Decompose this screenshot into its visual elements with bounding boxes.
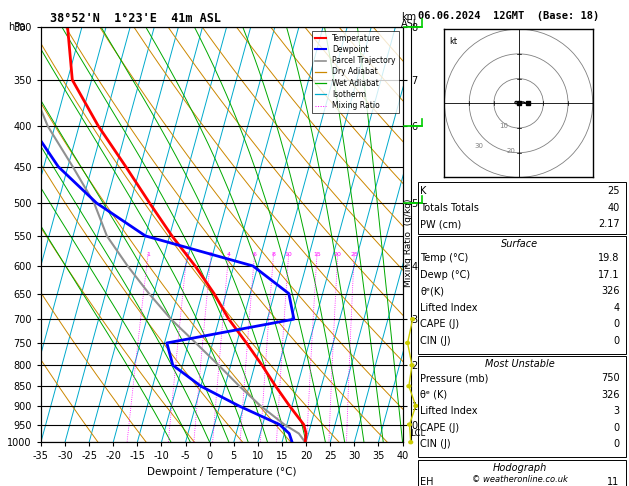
Text: 750: 750	[601, 373, 620, 383]
Text: 0: 0	[613, 319, 620, 329]
Text: © weatheronline.co.uk: © weatheronline.co.uk	[472, 474, 568, 484]
Text: Dewp (°C): Dewp (°C)	[420, 270, 470, 279]
Text: Hodograph: Hodograph	[493, 463, 547, 473]
Text: 2.17: 2.17	[598, 219, 620, 229]
Text: Lifted Index: Lifted Index	[420, 406, 477, 416]
Text: EH: EH	[420, 477, 433, 486]
Text: Lifted Index: Lifted Index	[420, 303, 477, 312]
Text: 20: 20	[334, 252, 342, 257]
Text: 2: 2	[185, 252, 189, 257]
Text: 3: 3	[209, 252, 213, 257]
Text: PW (cm): PW (cm)	[420, 219, 462, 229]
Text: θᵉ(K): θᵉ(K)	[420, 286, 444, 296]
Text: 38°52'N  1°23'E  41m ASL: 38°52'N 1°23'E 41m ASL	[50, 12, 221, 25]
Text: 19.8: 19.8	[598, 253, 620, 263]
Text: LCL: LCL	[410, 429, 425, 438]
Text: Pressure (mb): Pressure (mb)	[420, 373, 489, 383]
Text: ASL: ASL	[401, 19, 419, 30]
Text: CIN (J): CIN (J)	[420, 336, 451, 346]
Text: 8: 8	[272, 252, 276, 257]
Text: CIN (J): CIN (J)	[420, 439, 451, 449]
Text: 0: 0	[613, 439, 620, 449]
Text: km: km	[401, 12, 416, 22]
Text: Temp (°C): Temp (°C)	[420, 253, 469, 263]
Text: 20: 20	[506, 148, 515, 154]
Text: 10: 10	[285, 252, 292, 257]
Text: 6: 6	[253, 252, 257, 257]
Text: 1: 1	[146, 252, 150, 257]
Text: θᵉ (K): θᵉ (K)	[420, 390, 447, 399]
Text: 11: 11	[608, 477, 620, 486]
Text: Mixing Ratio  (g/kg): Mixing Ratio (g/kg)	[404, 199, 413, 287]
Text: 25: 25	[607, 186, 620, 196]
Text: 326: 326	[601, 390, 620, 399]
Text: 0: 0	[613, 423, 620, 433]
Text: 25: 25	[350, 252, 358, 257]
Text: Totals Totals: Totals Totals	[420, 203, 479, 213]
Text: kt: kt	[450, 36, 457, 46]
Text: 30: 30	[474, 143, 483, 149]
Text: 3: 3	[613, 406, 620, 416]
Text: 15: 15	[313, 252, 321, 257]
X-axis label: Dewpoint / Temperature (°C): Dewpoint / Temperature (°C)	[147, 467, 296, 477]
Text: 17.1: 17.1	[598, 270, 620, 279]
Text: Most Unstable: Most Unstable	[485, 359, 555, 369]
Text: 0: 0	[613, 336, 620, 346]
Text: CAPE (J): CAPE (J)	[420, 319, 459, 329]
Text: 10: 10	[499, 123, 508, 129]
Text: Surface: Surface	[501, 239, 538, 249]
Text: K: K	[420, 186, 426, 196]
Text: hPa: hPa	[8, 22, 26, 32]
Text: 4: 4	[613, 303, 620, 312]
Legend: Temperature, Dewpoint, Parcel Trajectory, Dry Adiabat, Wet Adiabat, Isotherm, Mi: Temperature, Dewpoint, Parcel Trajectory…	[311, 31, 399, 113]
Text: 326: 326	[601, 286, 620, 296]
Text: 40: 40	[608, 203, 620, 213]
Text: CAPE (J): CAPE (J)	[420, 423, 459, 433]
Text: 06.06.2024  12GMT  (Base: 18): 06.06.2024 12GMT (Base: 18)	[418, 11, 599, 21]
Y-axis label: hPa: hPa	[0, 225, 2, 244]
Text: 4: 4	[226, 252, 231, 257]
